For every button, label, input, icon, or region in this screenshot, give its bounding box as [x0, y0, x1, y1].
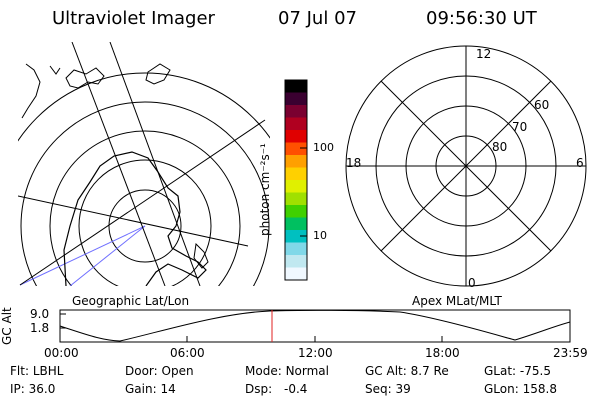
colorbar-segment [285, 230, 307, 243]
time-label: 09:56:30 UT [426, 8, 537, 29]
status-door: Door: Open [125, 364, 194, 378]
status-ip: IP: 36.0 [10, 382, 56, 396]
status-dsp: Dsp: -0.4 [245, 382, 308, 396]
colorbar-segment [285, 167, 307, 181]
colorbar-segment [285, 130, 307, 143]
colorbar-segment [285, 155, 307, 168]
status-glon: GLon: 158.8 [484, 382, 557, 396]
geographic-map [18, 42, 270, 286]
colorbar-segment [285, 80, 307, 93]
mlt-label-18: 18 [346, 156, 362, 170]
app-title: Ultraviolet Imager [52, 8, 215, 29]
colorbar-segment [285, 192, 307, 206]
timeline-y-tick-9: 9.0 [30, 307, 50, 321]
status-flt: Flt: LBHL [10, 364, 64, 378]
mlt-polar-grid [345, 45, 587, 287]
timeline-x-tick-0000: 00:00 [44, 346, 79, 360]
timeline-x-tick-1800: 18:00 [425, 346, 460, 360]
timeline-x-tick-0600: 06:00 [170, 346, 205, 360]
colorbar-segment [285, 255, 307, 268]
colorbar-segment [285, 217, 307, 231]
altitude-timeline [59, 309, 571, 343]
colorbar-unit-label: photon cm⁻²s⁻¹ [258, 143, 272, 236]
timeline-x-tick-2359: 23:59 [553, 346, 588, 360]
colorbar-segment [285, 105, 307, 118]
timeline-y-axis-label: GC Alt [0, 307, 14, 345]
colorbar-segment [285, 242, 307, 256]
geo-panel-label: Geographic Lat/Lon [72, 294, 190, 308]
mlt-label-0: 0 [468, 276, 476, 290]
date-label: 07 Jul 07 [278, 8, 357, 29]
status-gain: Gain: 14 [125, 382, 176, 396]
colorbar-tick-label-100: 100 [313, 141, 334, 154]
timeline-x-tick-1200: 12:00 [298, 346, 333, 360]
colorbar-frame [284, 79, 308, 281]
colorbar [285, 80, 307, 281]
status-gc-alt: GC Alt: 8.7 Re [365, 364, 449, 378]
colorbar-segment [285, 180, 307, 193]
colorbar-segment [285, 205, 307, 218]
mlt-panel-label: Apex MLat/MLT [412, 294, 502, 308]
colorbar-segment [285, 267, 307, 281]
colorbar-segment [285, 92, 307, 106]
mlat-label-60: 60 [534, 98, 550, 112]
mlt-label-12: 12 [476, 47, 492, 61]
colorbar-segment [285, 117, 307, 131]
colorbar-segment [285, 142, 307, 156]
status-mode: Mode: Normal [245, 364, 329, 378]
mlt-label-6: 6 [576, 156, 584, 170]
colorbar-tick-label-10: 10 [313, 229, 327, 242]
mlat-label-70: 70 [512, 120, 528, 134]
timeline-y-tick-1.8: 1.8 [30, 321, 50, 335]
mlat-label-80: 80 [492, 140, 508, 154]
status-glat: GLat: -75.5 [484, 364, 551, 378]
status-seq: Seq: 39 [365, 382, 411, 396]
